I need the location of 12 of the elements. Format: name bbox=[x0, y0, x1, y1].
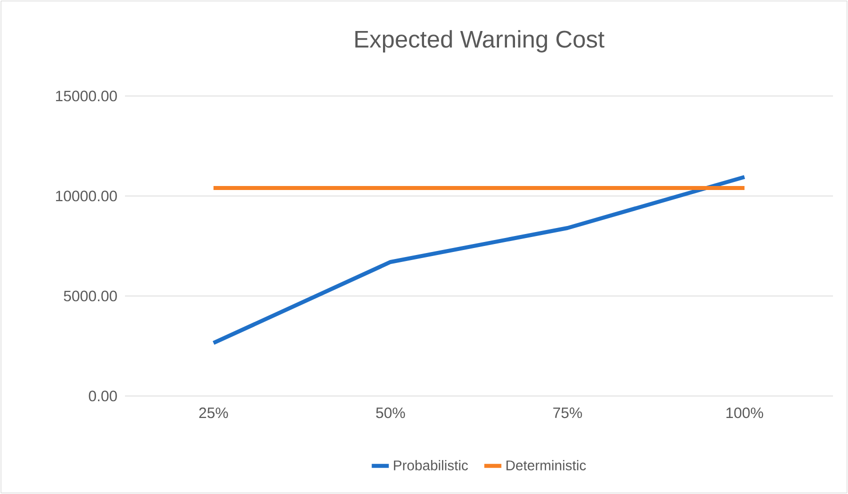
y-tick-label: 5000.00 bbox=[64, 290, 117, 302]
line-series bbox=[212, 174, 746, 345]
x-tick-label: 50% bbox=[376, 408, 405, 418]
x-tick-label: 75% bbox=[553, 408, 582, 418]
chart-title: Expected Warning Cost bbox=[355, 30, 604, 52]
x-tick-label: 100% bbox=[726, 408, 764, 418]
legend-label: Probabilistic bbox=[394, 460, 468, 470]
y-tick-label: 0.00 bbox=[88, 390, 117, 402]
y-tick-label: 10000.00 bbox=[56, 190, 117, 202]
x-tick-label: 25% bbox=[199, 408, 228, 418]
legend-label: Deterministic bbox=[506, 460, 586, 470]
y-tick-label: 15000.00 bbox=[56, 90, 117, 102]
